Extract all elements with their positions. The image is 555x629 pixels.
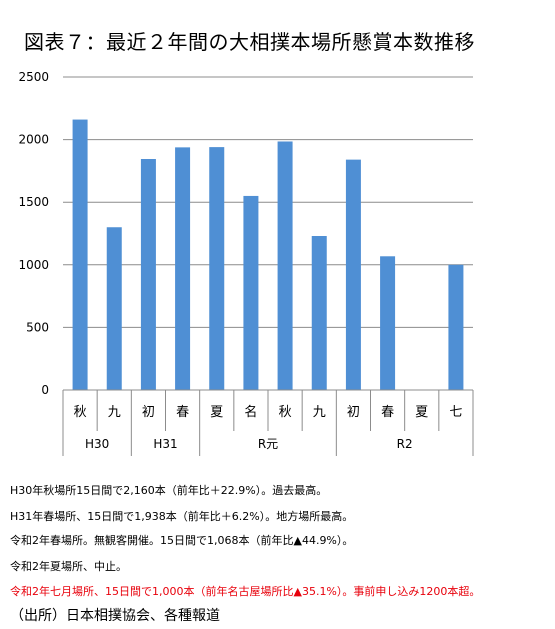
group-label: H31 — [153, 437, 177, 451]
bar — [277, 141, 293, 390]
x-tick-label: 夏 — [415, 405, 428, 420]
y-tick-label: 1500 — [18, 195, 49, 209]
x-tick-label: 九 — [313, 405, 326, 420]
x-tick-label: 七 — [449, 405, 462, 420]
x-tick-label: 春 — [176, 405, 189, 420]
group-label: R2 — [397, 437, 413, 451]
x-tick-label: 春 — [381, 405, 394, 420]
bar — [140, 159, 156, 390]
y-tick-label: 1000 — [18, 258, 49, 272]
note-4: 令和2年夏場所、中止。 — [10, 560, 127, 573]
group-label: H30 — [85, 437, 109, 451]
source-note: （出所）日本相撲協会、各種報道 — [10, 608, 220, 624]
bar — [311, 236, 327, 390]
bar-chart: 0 500 1000 1500 2000 2500 秋 九 初 春 夏 名 秋 九 初 春 夏 七 H30 H31 R元… — [18, 70, 474, 456]
x-tick-label: 秋 — [74, 405, 87, 420]
bar — [72, 119, 88, 391]
note-1: H30年秋場所15日間で2,160本（前年比＋22.9%）。過去最高。 — [10, 484, 328, 497]
y-tick-label: 2000 — [18, 133, 49, 147]
note-2: H31年春場所、15日間で1,938本（前年比＋6.2%）。地方場所最高。 — [10, 510, 354, 523]
bar — [243, 195, 259, 390]
y-tick-label: 0 — [41, 383, 49, 397]
y-tick-label: 500 — [26, 320, 49, 334]
x-tick-label: 初 — [142, 405, 155, 420]
bar — [175, 147, 191, 390]
bar — [106, 227, 122, 390]
note-3: 令和2年春場所。無観客開催。15日間で1,068本（前年比▲44.9%）。 — [10, 534, 354, 547]
group-label: R元 — [258, 437, 278, 451]
bar — [345, 159, 361, 390]
note-5: 令和2年七月場所、15日間で1,000本（前年名古屋場所比▲35.1%）。事前申… — [10, 585, 481, 598]
x-tick-label: 初 — [347, 405, 360, 420]
y-tick-label: 2500 — [18, 70, 49, 84]
bar — [380, 256, 396, 390]
x-tick-label: 九 — [108, 405, 121, 420]
x-tick-label: 秋 — [279, 405, 292, 420]
chart-title: 図表７：最近２年間の大相撲本場所懸賞本数推移 — [24, 30, 475, 54]
x-tick-label: 名 — [244, 404, 257, 420]
x-tick-label: 夏 — [210, 405, 223, 420]
bar — [209, 147, 225, 390]
bar — [448, 264, 464, 390]
